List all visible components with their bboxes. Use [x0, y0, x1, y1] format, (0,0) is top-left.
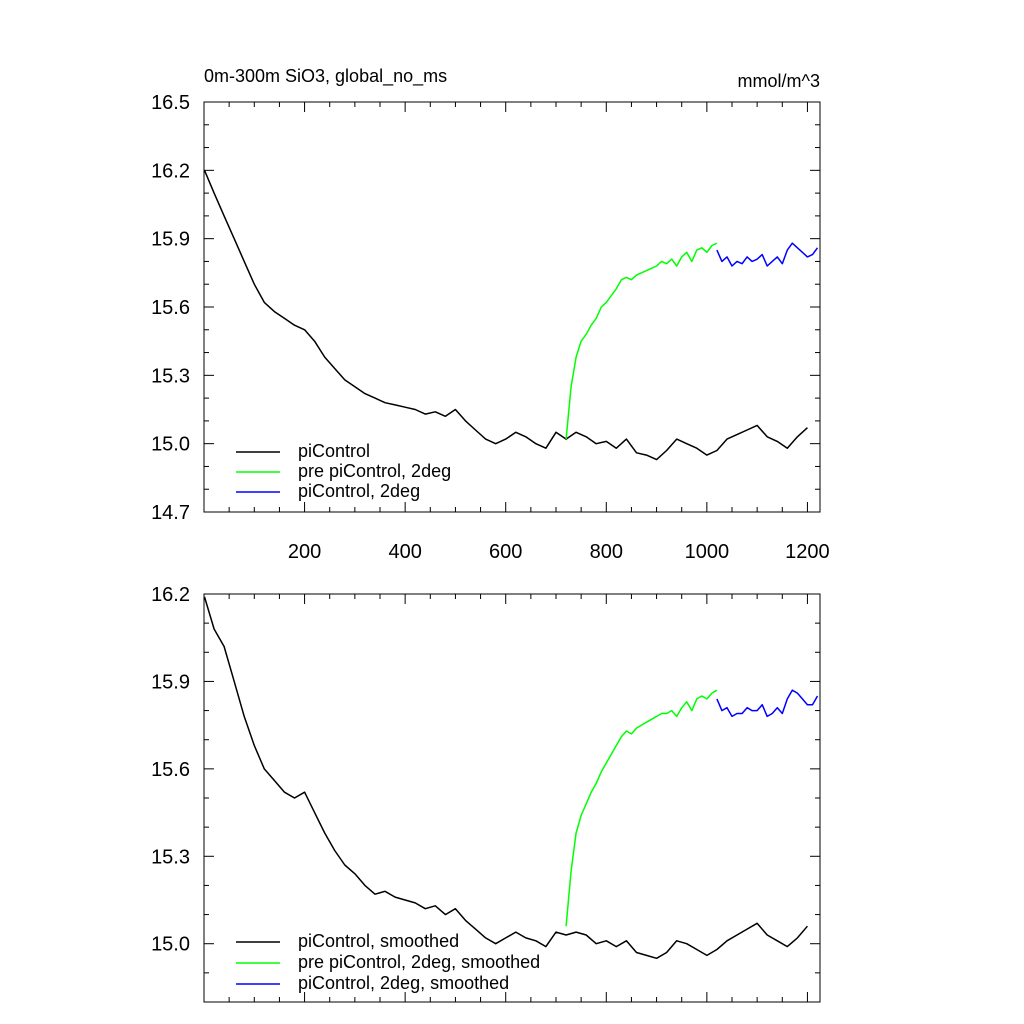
y-tick-label: 15.3	[151, 846, 190, 868]
series-line-3	[716, 242, 819, 267]
y-tick-label: 15.0	[151, 934, 190, 956]
legend-label: piControl, smoothed	[298, 931, 459, 951]
legend-label: pre piControl, 2deg	[298, 461, 451, 481]
legend-label: piControl, 2deg	[298, 481, 420, 501]
series-line-1	[203, 170, 808, 461]
series-line-2	[565, 689, 718, 927]
y-tick-label: 15.3	[151, 365, 190, 387]
x-tick-label: 1200	[785, 541, 830, 563]
chart-title: 0m-300m SiO3, global_no_ms	[204, 66, 447, 87]
plot-frame	[203, 101, 821, 513]
legend-label: piControl, 2deg, smoothed	[298, 973, 509, 993]
y-tick-label: 16.2	[151, 584, 190, 606]
x-tick-label: 800	[590, 541, 623, 563]
x-tick-label: 200	[288, 541, 321, 563]
y-tick-label: 14.7	[151, 502, 190, 524]
y-tick-label: 16.5	[151, 92, 190, 114]
x-tick-label: 600	[489, 541, 522, 563]
series-line-2	[565, 242, 718, 440]
y-tick-label: 15.0	[151, 434, 190, 456]
y-tick-label: 15.6	[151, 297, 190, 319]
series-line-1	[203, 596, 808, 960]
x-tick-label: 400	[388, 541, 421, 563]
y-tick-label: 15.9	[151, 229, 190, 251]
units-label: mmol/m^3	[738, 71, 820, 91]
legend-label: piControl	[298, 441, 370, 461]
series-line-3	[716, 689, 819, 718]
x-tick-label: 1000	[685, 541, 730, 563]
legend-label: pre piControl, 2deg, smoothed	[298, 952, 540, 972]
y-tick-label: 15.6	[151, 759, 190, 781]
y-tick-label: 15.9	[151, 671, 190, 693]
y-tick-label: 16.2	[151, 160, 190, 182]
top-panel: 200 400 600 800 1000 1200 14.7 15.0 15.3 15.6 15.9…	[151, 92, 830, 563]
